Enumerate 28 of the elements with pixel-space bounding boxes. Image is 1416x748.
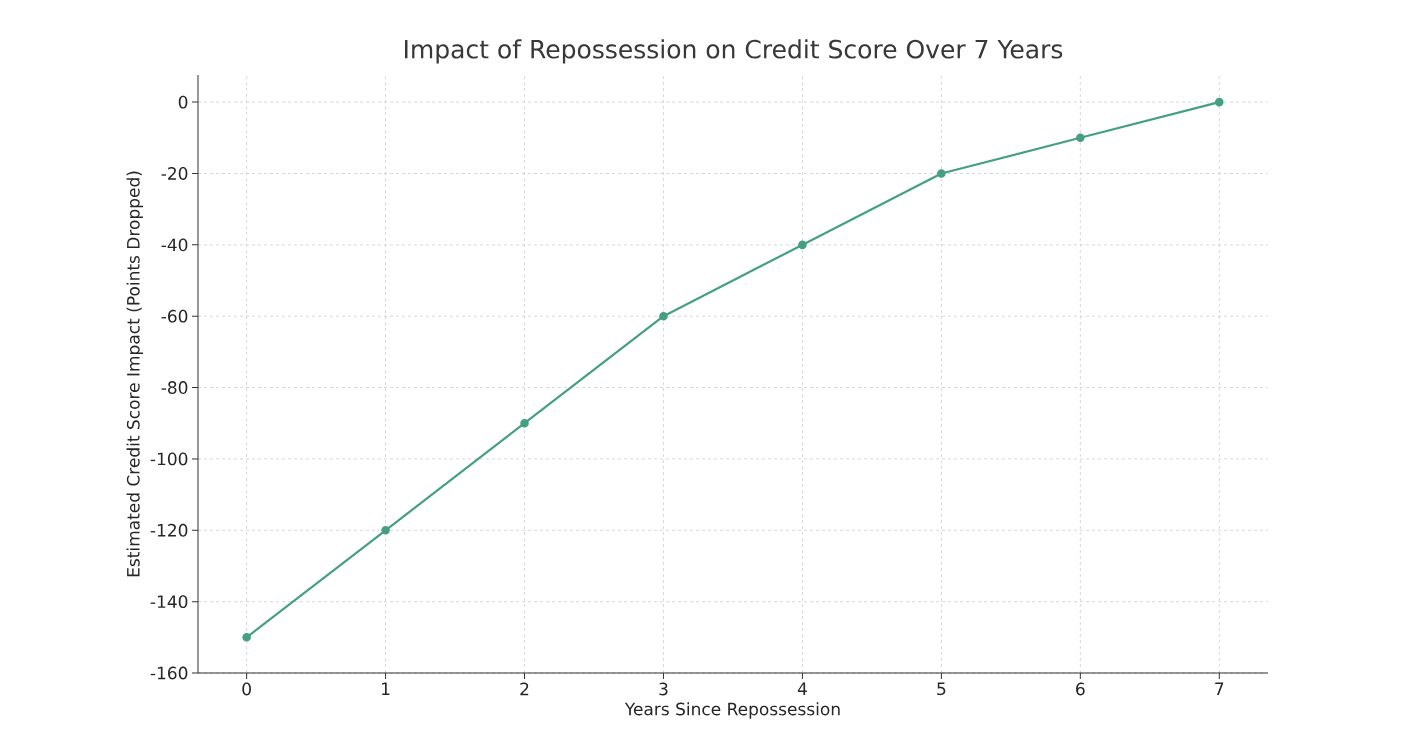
y-tick-label: -160: [150, 666, 188, 680]
y-tick-label: -100: [150, 452, 188, 466]
x-tick-label: 2: [520, 682, 529, 696]
point: [520, 418, 529, 428]
y-tick-label: -60: [161, 309, 188, 323]
y-tick-label: -80: [161, 381, 188, 394]
y-tick-label: -140: [150, 595, 188, 609]
x-tick-label: 4: [797, 682, 807, 695]
x-tick-label: 0: [242, 682, 251, 696]
point: [381, 525, 390, 535]
x-tick-label: 7: [1215, 682, 1224, 695]
point: [242, 633, 251, 642]
chart-title: Impact of Repossession on Credit Score Over 7 Years: [404, 39, 1063, 64]
y-tick-label: -120: [150, 523, 188, 537]
point: [659, 311, 668, 321]
y-tick-label: -20: [161, 167, 188, 180]
point: [1076, 133, 1085, 143]
point: [1214, 97, 1224, 107]
point: [937, 169, 946, 178]
x-tick-label: 1: [382, 682, 390, 695]
x-tick-label: 6: [1076, 682, 1085, 696]
y-tick-label: 0: [178, 95, 188, 109]
y-tick-label: -40: [161, 238, 188, 252]
y-axis-title: Estimated Credit Score Impact (Points Dropped): [126, 171, 144, 577]
x-tick-label: 5: [937, 682, 946, 696]
x-axis-title: Years Since Repossession: [624, 702, 840, 719]
x-tick-label: 3: [659, 682, 668, 696]
point: [798, 240, 807, 250]
